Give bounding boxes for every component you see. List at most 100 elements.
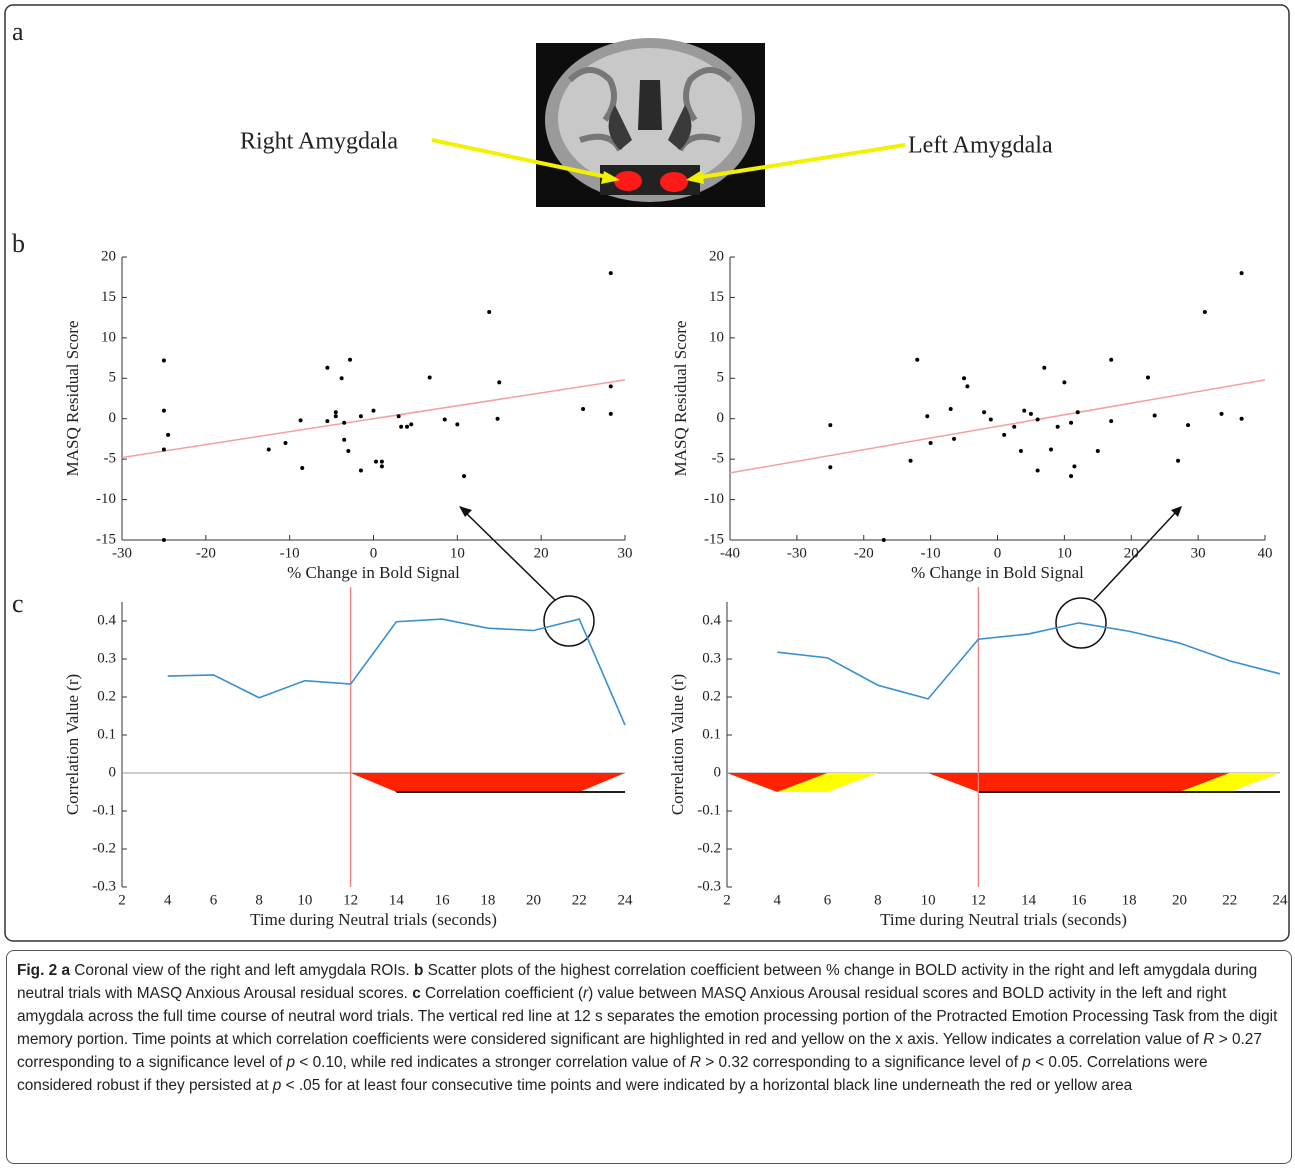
point <box>1072 464 1077 469</box>
x-axis-label: % Change in Bold Signal <box>287 563 460 582</box>
caption-text: R <box>1203 1031 1215 1048</box>
point <box>396 414 401 419</box>
y-tick-label: -0.3 <box>92 878 116 894</box>
x-tick-label: 20 <box>526 892 541 908</box>
point <box>333 410 338 415</box>
y-tick-label: 20 <box>709 248 724 264</box>
x-tick-label: 18 <box>1122 892 1137 908</box>
x-tick-label: 20 <box>1172 892 1187 908</box>
point <box>379 464 384 469</box>
caption-text: Scatter plots of the highest correlation… <box>17 962 1258 1002</box>
x-tick-label: 24 <box>1273 892 1289 908</box>
x-tick-label: -10 <box>280 545 300 561</box>
point <box>1186 423 1191 428</box>
arrow-head <box>686 170 704 184</box>
point <box>608 384 613 389</box>
y-tick-label: 0 <box>109 410 117 426</box>
caption-text: ) value between MASQ Anxious Arousal res… <box>17 985 1278 1048</box>
point <box>908 458 913 463</box>
point <box>266 447 271 452</box>
point <box>1152 413 1157 418</box>
x-tick-label: 22 <box>572 892 587 908</box>
x-tick-label: -20 <box>196 545 216 561</box>
caption-text: p <box>1022 1054 1031 1071</box>
point <box>925 414 930 419</box>
x-tick-label: 20 <box>1124 545 1139 561</box>
significance-region <box>350 773 625 792</box>
x-tick-label: 16 <box>1071 892 1087 908</box>
y-tick-label: -15 <box>704 531 724 547</box>
arrow <box>464 511 556 601</box>
point <box>161 538 166 542</box>
point <box>962 376 967 381</box>
point <box>1095 449 1100 454</box>
arrow <box>431 138 613 180</box>
point <box>300 466 305 471</box>
x-axis-label: Time during Neutral trials (seconds) <box>880 910 1127 929</box>
caption-text: R <box>689 1054 702 1071</box>
x-tick-label: 0 <box>370 545 378 561</box>
point <box>405 424 410 429</box>
arrow-head <box>601 171 620 184</box>
y-tick-label: 0.3 <box>702 650 721 666</box>
caption-text: Coronal view of the right and left amygd… <box>70 962 414 979</box>
point <box>828 465 833 470</box>
point <box>915 357 920 362</box>
point <box>161 447 166 452</box>
x-tick-label: 0 <box>994 545 1002 561</box>
y-tick-label: -0.2 <box>92 840 116 856</box>
x-tick-label: 40 <box>1258 545 1273 561</box>
x-tick-label: 4 <box>164 892 172 908</box>
point <box>1028 411 1033 416</box>
point <box>497 380 502 385</box>
y-tick-label: -10 <box>96 491 116 507</box>
caption-text: p <box>272 1077 282 1094</box>
point <box>608 411 613 416</box>
point <box>1109 357 1114 362</box>
trend-line <box>121 379 626 459</box>
y-axis-label: Correlation Value (r) <box>668 674 687 815</box>
y-tick-label: 20 <box>101 248 116 264</box>
point <box>881 538 886 542</box>
panel-label: b <box>12 229 25 258</box>
y-tick-label: 0.1 <box>97 726 116 742</box>
caption-text: < 0.05. Correlations were considered rob… <box>17 1054 1208 1094</box>
point <box>948 407 953 412</box>
point <box>166 432 171 437</box>
point <box>442 417 447 422</box>
caption-text: Fig. 2 a <box>17 962 71 979</box>
point <box>462 474 467 479</box>
x-tick-label: -40 <box>720 545 740 561</box>
point <box>325 419 330 424</box>
point <box>1035 417 1040 422</box>
point <box>965 384 970 389</box>
y-tick-label: 0.1 <box>702 726 721 742</box>
point <box>1239 416 1244 421</box>
y-tick-label: 10 <box>709 329 724 345</box>
y-tick-label: -15 <box>96 531 116 547</box>
caption-text: Correlation coefficient ( <box>420 985 584 1002</box>
panel-label: a <box>12 17 24 46</box>
point <box>346 449 351 454</box>
caption-text: b <box>413 962 424 979</box>
y-tick-label: 5 <box>717 370 725 386</box>
x-tick-label: -10 <box>921 545 941 561</box>
point <box>161 408 166 413</box>
x-tick-label: 2 <box>118 892 126 908</box>
caption-text: > 0.27 corresponding to a significance l… <box>17 1031 1262 1071</box>
y-tick-label: 0 <box>109 764 117 780</box>
x-tick-label: 8 <box>874 892 882 908</box>
point <box>1049 447 1053 452</box>
x-tick-label: 18 <box>480 892 495 908</box>
figure-frame <box>4 4 1290 942</box>
y-tick-label: 0.2 <box>702 688 721 704</box>
y-tick-label: 0.3 <box>97 650 116 666</box>
y-tick-label: 0.4 <box>97 612 116 628</box>
point <box>1042 365 1047 370</box>
x-axis-label: % Change in Bold Signal <box>911 563 1084 582</box>
point <box>495 416 500 421</box>
point <box>298 418 303 423</box>
point <box>1002 432 1007 437</box>
x-tick-label: -20 <box>854 545 874 561</box>
trend-line <box>729 379 1266 474</box>
